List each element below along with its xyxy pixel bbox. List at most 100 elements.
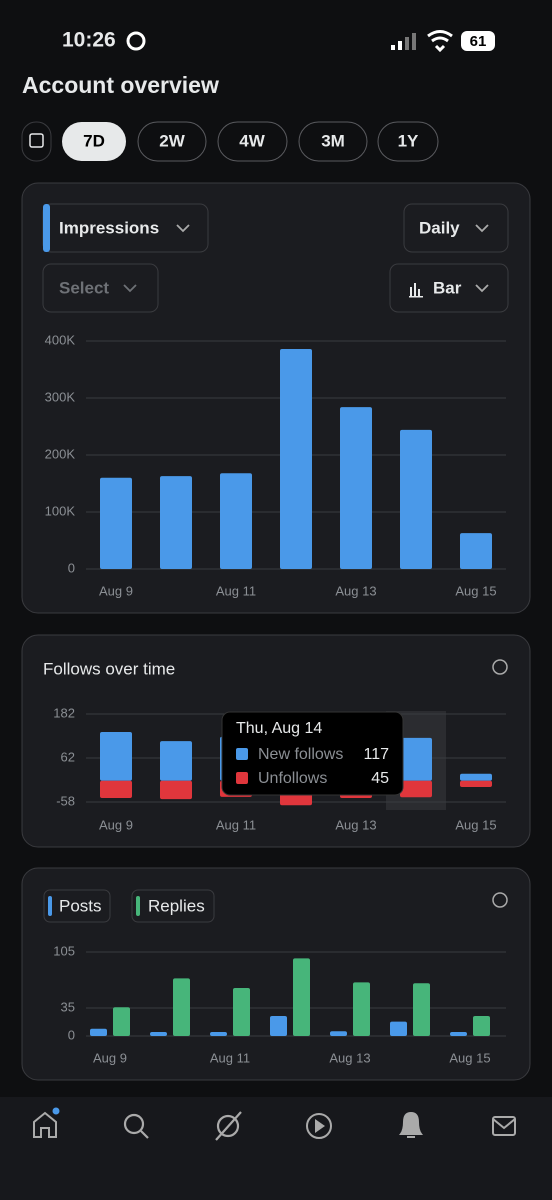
card-title: Follows over time (43, 659, 175, 678)
nav-bar (0, 1097, 552, 1200)
metric-color (43, 204, 50, 252)
bar (233, 988, 250, 1036)
y-tick-label: 62 (61, 749, 75, 764)
bar (100, 731, 132, 781)
grok-slash (215, 1111, 242, 1141)
legend-chip[interactable] (43, 889, 111, 923)
y-tick-label: 400K (45, 332, 76, 347)
bar (280, 348, 312, 569)
settings-icon (126, 31, 146, 51)
x-tick-label: Aug 9 (99, 817, 133, 832)
bar (160, 780, 192, 800)
legend-label[interactable]: Posts (59, 896, 102, 915)
y-tick-label: 0 (68, 1027, 75, 1042)
battery-level: 61 (470, 33, 487, 50)
bar (220, 473, 252, 569)
y-tick-label: 100K (45, 503, 76, 518)
y-tick-label: 200K (45, 446, 76, 461)
range-button[interactable] (377, 121, 439, 162)
interval-label[interactable]: Daily (419, 218, 460, 237)
range-button[interactable] (137, 121, 207, 162)
bar (150, 1032, 167, 1036)
y-tick-label: 0 (68, 560, 75, 575)
range-button[interactable] (62, 122, 126, 161)
bar (340, 407, 372, 569)
x-tick-label: Aug 13 (335, 583, 376, 598)
bar-icon (409, 283, 423, 298)
style-dropdown[interactable] (389, 263, 509, 313)
bar (460, 533, 492, 569)
tooltip (221, 711, 404, 796)
status-time: 10:26 (62, 29, 116, 52)
compare-dropdown[interactable] (42, 263, 159, 313)
mail-icon[interactable] (492, 1116, 516, 1136)
tooltip-swatch (236, 748, 248, 760)
notification-dot (52, 1107, 60, 1115)
info-icon[interactable] (492, 659, 508, 675)
bar (113, 1007, 130, 1036)
bar (173, 978, 190, 1036)
legend-swatch (48, 896, 52, 916)
mail-flap (492, 1118, 516, 1130)
play-glyph (315, 1119, 325, 1133)
bar (100, 477, 132, 569)
x-tick-label: Aug 15 (449, 1050, 490, 1065)
y-tick-label: -58 (56, 793, 75, 808)
chevron (176, 224, 190, 233)
y-tick-label: 300K (45, 389, 76, 404)
range-label[interactable]: 4W (239, 131, 265, 150)
page-title: Account overview (22, 72, 219, 98)
y-tick-label: 105 (53, 943, 75, 958)
tooltip-label: Unfollows (258, 770, 327, 787)
info-icon[interactable] (492, 892, 508, 908)
bar (450, 1032, 467, 1036)
grok-icon[interactable] (216, 1114, 240, 1138)
x-tick-label: Aug 11 (216, 817, 256, 832)
legend-label[interactable]: Replies (148, 896, 205, 915)
bar (460, 780, 492, 787)
range-button[interactable] (298, 121, 368, 162)
bar (390, 1021, 407, 1036)
search-handle (140, 1130, 149, 1139)
range-label[interactable]: 7D (83, 131, 105, 150)
chevron (123, 284, 137, 293)
search-icon[interactable] (123, 1113, 145, 1135)
tooltip-value: 45 (371, 770, 389, 787)
range-label[interactable]: 1Y (398, 131, 419, 150)
bar (90, 1028, 107, 1036)
range-label[interactable]: 3M (321, 131, 345, 150)
y-tick-label: 35 (61, 999, 75, 1014)
bar (400, 737, 432, 781)
bell-icon[interactable] (399, 1111, 423, 1138)
x-tick-label: Aug 13 (329, 1050, 370, 1065)
x-tick-label: Aug 9 (99, 583, 133, 598)
compare-label[interactable]: Select (59, 278, 109, 297)
y-tick-label: 182 (53, 705, 75, 720)
bar (473, 1016, 490, 1036)
video-icon[interactable] (306, 1113, 332, 1139)
metric-label[interactable]: Impressions (59, 218, 159, 237)
x-tick-label: Aug 9 (93, 1050, 127, 1065)
x-tick-label: Aug 15 (455, 817, 496, 832)
signal-icon (391, 33, 416, 50)
bar (100, 780, 132, 798)
interval-dropdown[interactable] (403, 203, 509, 253)
home-icon[interactable] (33, 1111, 57, 1138)
x-tick-label: Aug 11 (216, 583, 256, 598)
battery-icon (461, 31, 495, 51)
range-button[interactable] (217, 121, 288, 162)
bar (400, 429, 432, 569)
calendar-button[interactable] (21, 121, 52, 162)
bar (160, 476, 192, 569)
tooltip-label: New follows (258, 746, 343, 763)
bar (353, 982, 370, 1036)
legend-chip[interactable] (131, 889, 215, 923)
wifi-icon (427, 30, 453, 53)
x-tick-label: Aug 13 (335, 817, 376, 832)
tooltip-swatch (236, 772, 248, 784)
tooltip-title: Thu, Aug 14 (236, 720, 322, 737)
range-label[interactable]: 2W (159, 131, 185, 150)
style-label[interactable]: Bar (433, 278, 462, 297)
